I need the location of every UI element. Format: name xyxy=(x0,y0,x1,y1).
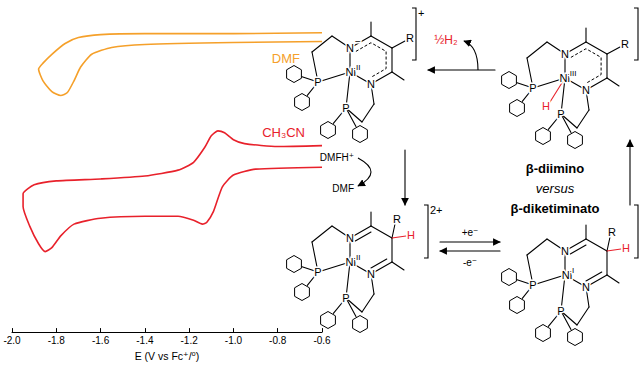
svg-text:N: N xyxy=(561,48,569,60)
svg-text:N: N xyxy=(346,42,354,54)
svg-text:P: P xyxy=(314,266,321,278)
svg-text:R: R xyxy=(406,32,414,44)
svg-text:DMF: DMF xyxy=(272,51,300,66)
svg-text:NiIII: NiIII xyxy=(559,69,576,85)
svg-text:NiII: NiII xyxy=(346,253,361,269)
svg-text:2+: 2+ xyxy=(430,204,443,216)
svg-text:+e⁻: +e⁻ xyxy=(462,227,479,238)
svg-text:P: P xyxy=(342,102,349,114)
svg-text:N: N xyxy=(367,268,375,280)
svg-text:R: R xyxy=(393,213,401,225)
svg-text:-1.4: -1.4 xyxy=(136,335,154,346)
svg-text:N: N xyxy=(561,245,569,257)
svg-text:DMF: DMF xyxy=(332,183,354,194)
svg-text:−: − xyxy=(355,36,361,47)
svg-text:-2.0: -2.0 xyxy=(3,335,21,346)
svg-text:NiII: NiII xyxy=(346,63,361,79)
svg-text:H: H xyxy=(542,100,550,112)
svg-text:DMFH⁺: DMFH⁺ xyxy=(320,152,354,163)
svg-text:-0.6: -0.6 xyxy=(313,335,331,346)
svg-text:-1.0: -1.0 xyxy=(225,335,243,346)
svg-text:-1.2: -1.2 xyxy=(181,335,199,346)
svg-text:N: N xyxy=(346,232,354,244)
svg-text:R: R xyxy=(621,38,629,50)
svg-text:E (V vs Fc⁺/⁰): E (V vs Fc⁺/⁰) xyxy=(135,350,200,362)
svg-text:+: + xyxy=(418,7,424,19)
svg-text:N: N xyxy=(582,281,590,293)
svg-text:N: N xyxy=(367,78,375,90)
svg-text:P: P xyxy=(314,76,321,88)
svg-text:β-diketiminato: β-diketiminato xyxy=(511,201,600,216)
svg-text:P: P xyxy=(529,82,536,94)
svg-text:½H₂: ½H₂ xyxy=(434,33,458,47)
svg-text:P: P xyxy=(557,305,564,317)
svg-text:-0.8: -0.8 xyxy=(269,335,287,346)
svg-text:P: P xyxy=(557,108,564,120)
svg-text:-e⁻: -e⁻ xyxy=(463,257,477,268)
svg-text:R: R xyxy=(608,226,616,238)
svg-text:versus: versus xyxy=(536,181,575,196)
svg-text:CH₃CN: CH₃CN xyxy=(262,125,305,140)
svg-text:NiI: NiI xyxy=(562,266,575,282)
svg-text:N: N xyxy=(582,84,590,96)
svg-text:β-diimino: β-diimino xyxy=(526,161,585,176)
svg-text:-1.8: -1.8 xyxy=(48,335,66,346)
svg-text:P: P xyxy=(529,279,536,291)
svg-text:P: P xyxy=(342,292,349,304)
svg-text:H: H xyxy=(622,242,630,254)
svg-text:-1.6: -1.6 xyxy=(92,335,110,346)
svg-text:H: H xyxy=(407,229,415,241)
